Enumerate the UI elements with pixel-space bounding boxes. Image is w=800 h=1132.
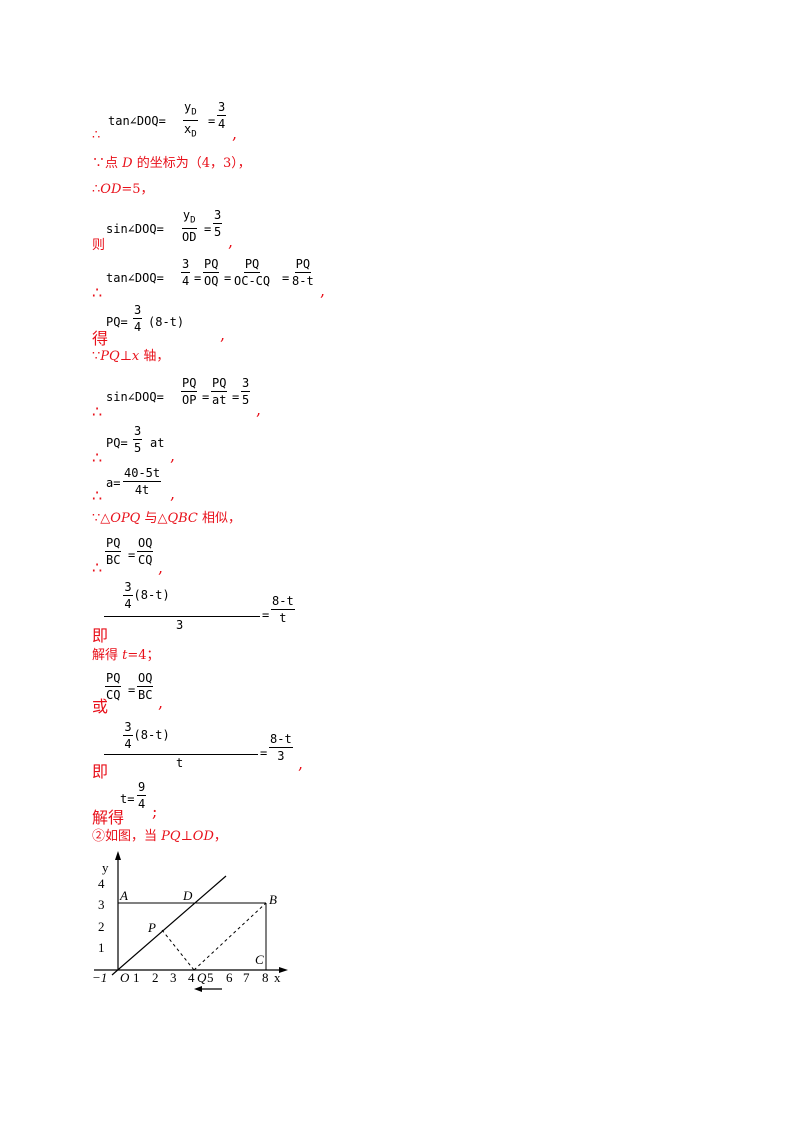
semicolon: ; <box>152 802 158 821</box>
point-c-label: C <box>255 952 264 967</box>
tail: (8-t) <box>148 315 185 329</box>
direction-arrow-head <box>194 986 202 992</box>
expr: sin∠DOQ= <box>106 390 164 404</box>
fraction-pq-at: PQ at <box>211 376 228 407</box>
fraction-8-t-3: 8-t 3 <box>269 732 293 763</box>
prefix: 则 <box>92 238 106 253</box>
expr: a= <box>106 476 121 490</box>
therefore-symbol: ∴ <box>92 283 103 302</box>
denominator: t <box>176 756 184 770</box>
y-axis-arrow <box>115 851 121 860</box>
prefix: 或 <box>92 697 109 716</box>
comma: , <box>228 232 234 251</box>
point-q-label: Q <box>197 970 207 985</box>
fraction-pq-bc: PQ BC <box>105 536 122 567</box>
fraction-yd-xd: yD xD <box>183 100 198 140</box>
x-tick-2: 2 <box>152 970 159 985</box>
fraction-yd-od: yD OD <box>181 208 197 245</box>
coordinate-figure: y 4 3 2 1 −1 O 1 2 3 4 Q 5 6 7 8 x A D B… <box>92 851 288 992</box>
origin-label: O <box>120 970 130 985</box>
y-axis-label: y <box>102 860 109 875</box>
therefore-symbol: ∴ <box>92 486 103 505</box>
line-solve-t-4: 解得 t=4； <box>92 648 160 663</box>
comma: , <box>220 325 226 344</box>
dashed-pq <box>161 929 195 971</box>
x-tick-1: 1 <box>133 970 140 985</box>
y-tick-1: 1 <box>98 940 105 955</box>
tail: at <box>150 436 165 450</box>
therefore-symbol: ∴ <box>92 558 103 577</box>
point-b-label: B <box>269 892 277 907</box>
prefix: 即 <box>92 626 109 645</box>
fraction-bar <box>104 754 258 755</box>
equals: = <box>208 114 216 128</box>
therefore-symbol: ∴ <box>92 448 103 467</box>
fraction-oq-bc: OQ BC <box>137 671 154 702</box>
comma: , <box>298 754 304 773</box>
x-tick-neg1: −1 <box>92 970 107 985</box>
y-tick-3: 3 <box>98 897 105 912</box>
equals: = <box>204 222 212 236</box>
point-a-label: A <box>119 888 128 903</box>
comma: , <box>158 558 164 577</box>
expr: PQ= <box>106 436 128 450</box>
comma: , <box>256 400 262 419</box>
compound-numerator: 3 4 (8-t) <box>123 580 170 611</box>
x-axis-arrow <box>279 967 288 973</box>
expr: t= <box>120 792 135 806</box>
fraction-pq-oq: PQ OQ <box>203 257 220 288</box>
point-p-label: P <box>147 920 156 935</box>
y-tick-4: 4 <box>98 876 105 891</box>
denominator: 3 <box>176 618 184 632</box>
expr: tan∠DOQ= <box>106 271 164 285</box>
line-od-equals: ∴OD=5， <box>92 182 154 197</box>
fraction-bar <box>104 616 260 617</box>
comma: , <box>170 484 176 503</box>
comma: , <box>170 446 176 465</box>
expr: sin∠DOQ= <box>106 222 164 236</box>
x-tick-7: 7 <box>243 970 250 985</box>
fraction-oq-cq: OQ CQ <box>137 536 154 567</box>
prefix: 即 <box>92 762 109 781</box>
therefore-symbol: ∴ <box>92 402 103 421</box>
point-d-label: D <box>182 888 193 903</box>
line-point-d-coords: ∵点 D 的坐标为（4，3）， <box>92 156 251 171</box>
x-tick-3: 3 <box>170 970 177 985</box>
dashed-qb <box>193 902 267 971</box>
comma: , <box>320 281 326 300</box>
x-tick-5: 5 <box>207 970 214 985</box>
comma: , <box>232 124 238 143</box>
fraction-pq-oc-cq: PQ OC-CQ <box>234 257 271 288</box>
fraction-40-5t-4t: 40-5t 4t <box>123 466 162 497</box>
line-case-2: ②如图，当 PQ⊥OD， <box>92 829 227 844</box>
y-tick-2: 2 <box>98 919 105 934</box>
expr: tan∠DOQ= <box>108 114 166 128</box>
x-axis-label: x <box>274 970 281 985</box>
x-tick-8: 8 <box>262 970 269 985</box>
compound-numerator: 3 4 (8-t) <box>123 720 170 751</box>
comma: , <box>158 693 164 712</box>
fraction-8-t-t: 8-t t <box>271 594 295 625</box>
x-tick-4: 4 <box>188 970 195 985</box>
prefix: 解得 <box>92 808 125 827</box>
fraction-pq-cq: PQ CQ <box>105 671 122 702</box>
expr: PQ= <box>106 315 128 329</box>
fraction-pq-op: PQ OP <box>181 376 198 407</box>
line-similar-triangles: ∵△OPQ 与△QBC 相似， <box>92 511 242 526</box>
x-tick-6: 6 <box>226 970 233 985</box>
line-pq-perp-x: ∵PQ⊥x 轴， <box>92 349 170 364</box>
therefore-symbol: ∴ <box>92 128 101 143</box>
prefix: 得 <box>92 329 109 348</box>
fraction-pq-8-t: PQ 8-t <box>292 257 314 288</box>
line-od <box>111 875 227 976</box>
